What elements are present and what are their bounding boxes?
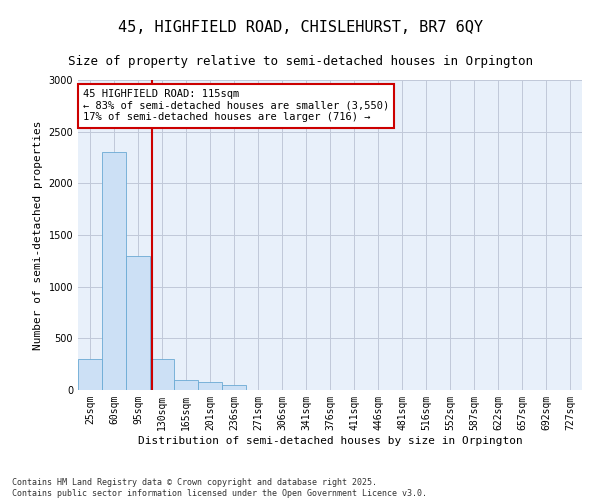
Bar	[126, 256, 150, 390]
Bar	[102, 152, 126, 390]
Bar	[198, 382, 222, 390]
Text: 45 HIGHFIELD ROAD: 115sqm
← 83% of semi-detached houses are smaller (3,550)
17% : 45 HIGHFIELD ROAD: 115sqm ← 83% of semi-…	[83, 90, 389, 122]
Bar	[78, 359, 102, 390]
Text: 45, HIGHFIELD ROAD, CHISLEHURST, BR7 6QY: 45, HIGHFIELD ROAD, CHISLEHURST, BR7 6QY	[118, 20, 482, 35]
Text: Contains HM Land Registry data © Crown copyright and database right 2025.
Contai: Contains HM Land Registry data © Crown c…	[12, 478, 427, 498]
Y-axis label: Number of semi-detached properties: Number of semi-detached properties	[33, 120, 43, 350]
Bar	[222, 385, 246, 390]
X-axis label: Distribution of semi-detached houses by size in Orpington: Distribution of semi-detached houses by …	[137, 436, 523, 446]
Bar	[150, 359, 174, 390]
Text: Size of property relative to semi-detached houses in Orpington: Size of property relative to semi-detach…	[67, 55, 533, 68]
Bar	[174, 380, 198, 390]
